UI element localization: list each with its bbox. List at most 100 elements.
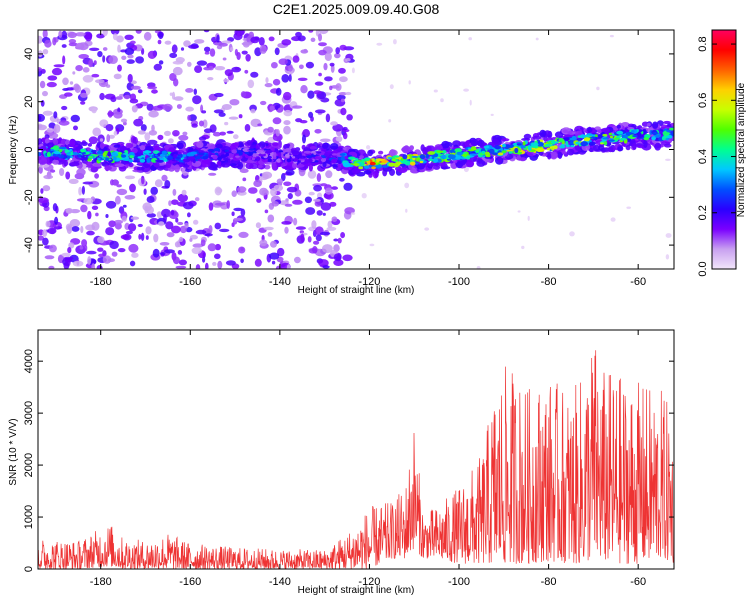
spectrogram-noise-blob: [157, 134, 164, 141]
spectrogram-track-core: [52, 145, 60, 150]
spectrogram-track-core: [667, 135, 673, 139]
spectrogram-noise-blob: [207, 243, 217, 252]
spectrogram-noise-blob: [263, 226, 274, 231]
spectrogram-track-core: [399, 163, 406, 167]
spectrogram-noise-blob: [169, 52, 178, 59]
spectrogram-noise-blob: [313, 198, 321, 202]
spectrogram-noise-blob: [203, 30, 210, 33]
spectrogram-noise-blob: [299, 64, 304, 70]
spectrogram-noise-blob: [177, 221, 184, 226]
spectrogram-track-core: [558, 138, 565, 142]
spectrogram-noise-blob: [131, 252, 139, 258]
spectrogram-noise-blob: [99, 138, 104, 142]
x-tick-label: -60: [630, 576, 646, 588]
spectrogram-noise-blob: [259, 239, 268, 247]
spectrogram-track-core: [483, 145, 490, 149]
spectrogram-noise-blob: [284, 226, 289, 234]
spectrogram-noise-blob: [178, 259, 187, 266]
spectrogram-noise-blob: [626, 206, 631, 209]
spectrogram-noise-blob: [231, 66, 242, 73]
spectrogram-track-core: [38, 151, 42, 157]
colorbar-tick-label: 0.4: [697, 149, 709, 164]
spectrogram-track-core: [508, 151, 513, 154]
spectrogram-noise-blob: [240, 208, 246, 217]
spectrogram-track-core: [427, 151, 436, 155]
spectrogram-noise-blob: [227, 235, 233, 239]
spectrogram-track-core: [98, 160, 102, 162]
spectrogram-noise-blob: [135, 56, 145, 64]
spectrogram-track-core: [578, 139, 582, 142]
spectrogram-noise-blob: [96, 33, 105, 39]
spectrogram-noise-blob: [201, 110, 207, 114]
spectrogram-noise-blob: [40, 68, 46, 74]
spectrogram-track-core: [616, 130, 624, 135]
spectrogram-track-halo: [388, 149, 398, 157]
spectrogram-track-halo: [367, 149, 373, 157]
spectrogram-noise-blob: [203, 128, 213, 133]
x-tick-label: -100: [448, 276, 470, 288]
spectrogram-noise-blob: [125, 230, 133, 235]
spectrogram-noise-blob: [158, 60, 164, 65]
spectrogram-noise-blob: [217, 260, 223, 269]
spectrogram-track-halo: [52, 159, 59, 165]
spectrogram-track-core: [387, 156, 392, 160]
spectrogram-track-core: [143, 150, 152, 154]
spectrogram-noise-blob: [275, 129, 280, 137]
spectrogram-noise-blob: [610, 217, 616, 222]
spectrogram-noise-blob: [277, 247, 285, 257]
spectrogram-track-halo: [501, 138, 510, 142]
spectrogram-panel: -180 -160 -140 -120 -100 -80 -60 -40 -20 0 20 40 H…: [8, 29, 675, 296]
spectrogram-noise-blob: [110, 30, 120, 35]
snr-frame: [37, 329, 675, 570]
spectrogram-track-core: [173, 153, 177, 159]
spectrogram-noise-blob: [293, 217, 298, 226]
spectrogram-noise-blob: [340, 107, 347, 116]
spectrogram-noise-blob: [84, 244, 88, 252]
spectrogram-track-core: [559, 145, 566, 149]
spectrogram-track-core: [313, 152, 317, 155]
spectrogram-noise-blob: [274, 105, 279, 111]
spectrogram-noise-blob: [45, 220, 51, 228]
colorbar-tick-label: 0.8: [697, 36, 709, 51]
spectrogram-track-core: [608, 139, 615, 142]
spectrogram-noise-blob: [91, 73, 100, 78]
spectrogram-track-core: [544, 143, 553, 147]
spectrogram-track-core: [303, 150, 312, 154]
spectrogram-noise-blob: [236, 52, 241, 60]
spectrogram-noise-blob: [476, 266, 481, 269]
y-tick-label: -20: [23, 189, 35, 205]
spectrogram-track-halo: [562, 129, 568, 133]
spectrogram-noise-blob: [259, 187, 269, 196]
x-tick-label: -80: [541, 576, 557, 588]
spectrogram-noise-blob: [340, 232, 345, 239]
spectrogram-noise-blob: [335, 83, 342, 91]
spectrogram-noise-blob: [143, 188, 147, 195]
spectrogram-track-core: [449, 149, 456, 154]
spectrogram-noise-blob: [469, 99, 472, 106]
spectrogram-track-core: [214, 147, 221, 152]
colorbar-strip: [711, 29, 737, 270]
spectrogram-noise-blob: [287, 64, 293, 72]
spectrogram-track-core: [436, 150, 444, 153]
spectrogram-noise-blob: [164, 130, 171, 136]
spectrogram-noise-blob: [256, 198, 262, 203]
spectrogram-track-core: [339, 153, 346, 156]
spectrogram-track-core: [320, 157, 327, 163]
spectrogram-noise-blob: [337, 136, 342, 143]
spectrogram-noise-blob: [183, 40, 191, 47]
spectrogram-track-core: [440, 154, 447, 160]
spectrogram-noise-blob: [269, 252, 280, 260]
y-tick-label: 0: [23, 146, 35, 152]
spectrogram-noise-blob: [91, 221, 100, 231]
spectrogram-noise-blob: [161, 208, 171, 218]
spectrogram-noise-blob: [308, 30, 314, 33]
spectrogram-noise-blob: [102, 55, 106, 63]
spectrogram-noise-blob: [115, 96, 123, 100]
spectrogram-noise-blob: [59, 168, 65, 176]
spectrogram-noise-blob: [191, 123, 198, 128]
spectrogram-noise-blob: [70, 114, 81, 123]
spectrogram-noise-blob: [268, 36, 275, 42]
spectrogram-noise-blob: [302, 134, 306, 144]
spectrogram-noise-blob: [229, 99, 240, 106]
spectrogram-noise-blob: [206, 229, 210, 238]
